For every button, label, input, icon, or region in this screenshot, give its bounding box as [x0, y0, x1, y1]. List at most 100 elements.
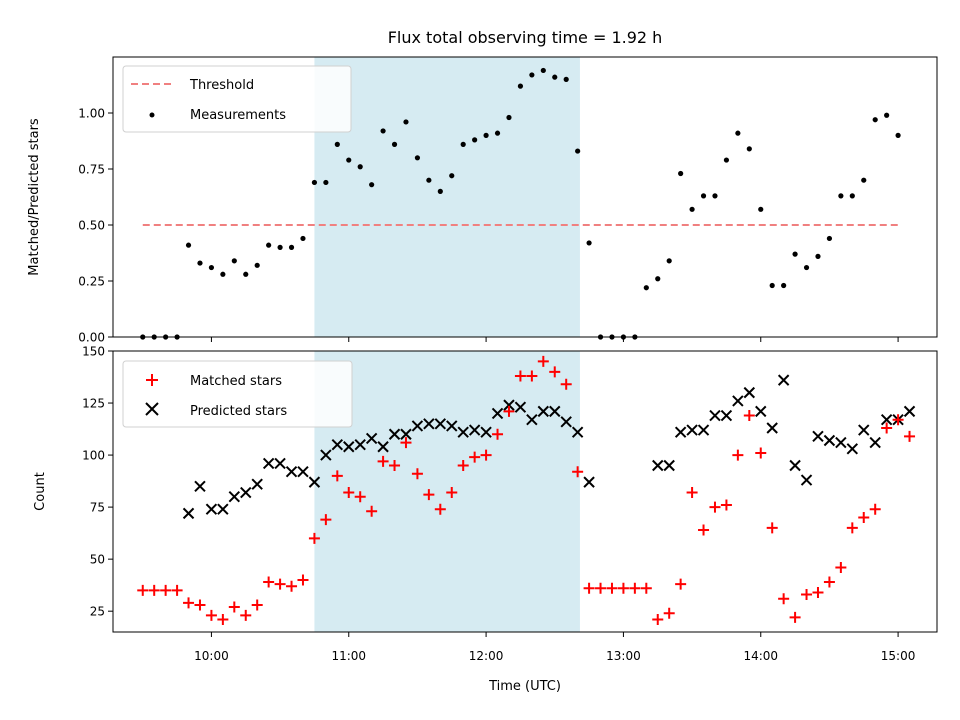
matched-star-marker [686, 487, 698, 499]
measurement-point [678, 170, 684, 177]
predicted-star-marker [663, 459, 675, 472]
measurement-point [323, 179, 329, 186]
legend-predicted-label: Predicted stars [190, 404, 287, 419]
matched-star-marker [835, 561, 847, 573]
measurement-point [460, 141, 466, 147]
measurement-point [563, 76, 569, 82]
legend-matched-swatch [146, 374, 158, 386]
predicted-star-marker [560, 416, 572, 428]
ratio-panel-frame [112, 56, 938, 338]
measurement-point [517, 83, 524, 89]
matched-star-marker [812, 586, 824, 598]
matched-star-marker [263, 576, 275, 588]
predicted-star-marker [537, 405, 550, 418]
measurement-point [838, 193, 844, 199]
matched-star-marker [709, 501, 721, 513]
measurement-point [197, 260, 203, 266]
predicted-star-marker [823, 434, 836, 447]
measurement-point [826, 235, 833, 242]
predicted-star-marker [240, 486, 252, 499]
x-tick-label: 14:00 [743, 649, 778, 663]
matched-star-marker [583, 582, 595, 594]
predicted-star-marker [285, 466, 298, 478]
measurement-point [781, 282, 787, 289]
measurement-point [403, 119, 409, 125]
predicted-star-marker [274, 457, 286, 470]
measurement-point [792, 251, 798, 257]
matched-star-marker [457, 459, 469, 471]
y-tick-label: 0.50 [78, 219, 105, 233]
predicted-star-marker [262, 457, 275, 470]
matched-star-marker [160, 584, 172, 596]
predicted-star-marker [297, 466, 309, 478]
matched-star-marker [858, 512, 870, 524]
x-tick-label: 15:00 [881, 649, 916, 663]
predicted-star-marker [331, 438, 344, 451]
y-tick-label: 25 [90, 605, 105, 619]
predicted-star-marker [869, 436, 881, 449]
ratio-y-ticks: 0.00 0.25 0.50 0.75 1.00 [78, 107, 113, 345]
legend-predicted-swatch [145, 402, 159, 416]
matched-star-marker [503, 405, 515, 417]
observing-window-shade-bottom [314, 351, 580, 632]
count-y-ticks: 25 50 75 100 125 150 [82, 345, 113, 619]
matched-star-marker [423, 489, 435, 501]
measurement-point [872, 117, 878, 123]
predicted-star-marker [732, 395, 744, 407]
predicted-star-marker [674, 426, 687, 438]
measurement-point [288, 244, 295, 250]
predicted-star-marker [789, 459, 801, 472]
measurement-points [140, 67, 901, 340]
matched-star-marker [331, 470, 343, 482]
matched-star-marker [801, 589, 813, 601]
predicted-star-marker [320, 449, 332, 461]
measurement-point [185, 242, 192, 248]
x-tick-label: 10:00 [194, 649, 229, 663]
matched-star-marker [251, 599, 263, 611]
matched-star-marker [549, 366, 561, 378]
measurement-point [758, 206, 764, 212]
y-tick-label: 0.25 [78, 275, 105, 289]
count-y-axis-label: Count [33, 472, 48, 511]
predicted-star-marker [343, 441, 355, 453]
measurement-point [506, 114, 512, 121]
matched-star-marker [560, 378, 572, 390]
measurement-point [494, 130, 501, 136]
predicted-star-marker [571, 426, 584, 438]
matched-star-marker [205, 609, 217, 621]
matched-star-marker [411, 468, 423, 480]
matched-star-marker [183, 597, 195, 609]
measurement-point [346, 157, 352, 163]
predicted-star-marker [697, 424, 710, 436]
legend-measurements-label: Measurements [190, 108, 286, 123]
measurement-point [311, 179, 318, 186]
predicted-star-marker [423, 418, 435, 430]
measurement-point [643, 285, 649, 291]
y-tick-label: 125 [82, 397, 105, 411]
count-panel-frame [112, 350, 938, 633]
legend-matched-label: Matched stars [190, 374, 282, 389]
predicted-star-points [182, 374, 916, 520]
measurement-point [426, 177, 432, 183]
matched-star-marker [240, 609, 252, 621]
matched-star-marker [492, 428, 504, 440]
predicted-star-marker [400, 428, 412, 440]
predicted-star-marker [251, 478, 263, 490]
observing-window-shade-top [314, 57, 580, 337]
measurement-point [769, 282, 775, 289]
matched-star-marker [469, 451, 481, 463]
predicted-star-marker [182, 507, 195, 520]
predicted-star-marker [205, 503, 218, 515]
ratio-y-axis-label: Matched/Predicted stars [27, 118, 42, 276]
count-panel: 25 50 75 100 125 150 10:00 11:00 12:00 13:00 14:0… [33, 345, 938, 694]
matched-star-marker [537, 355, 549, 367]
matched-star-marker [228, 601, 240, 613]
measurement-point [449, 173, 455, 179]
x-tick-label: 12:00 [469, 649, 504, 663]
predicted-star-marker [720, 409, 733, 422]
y-tick-label: 75 [90, 501, 105, 515]
matched-star-marker [743, 410, 755, 422]
matched-star-marker [698, 524, 710, 536]
y-tick-label: 50 [90, 553, 105, 567]
matched-star-marker [171, 584, 183, 596]
